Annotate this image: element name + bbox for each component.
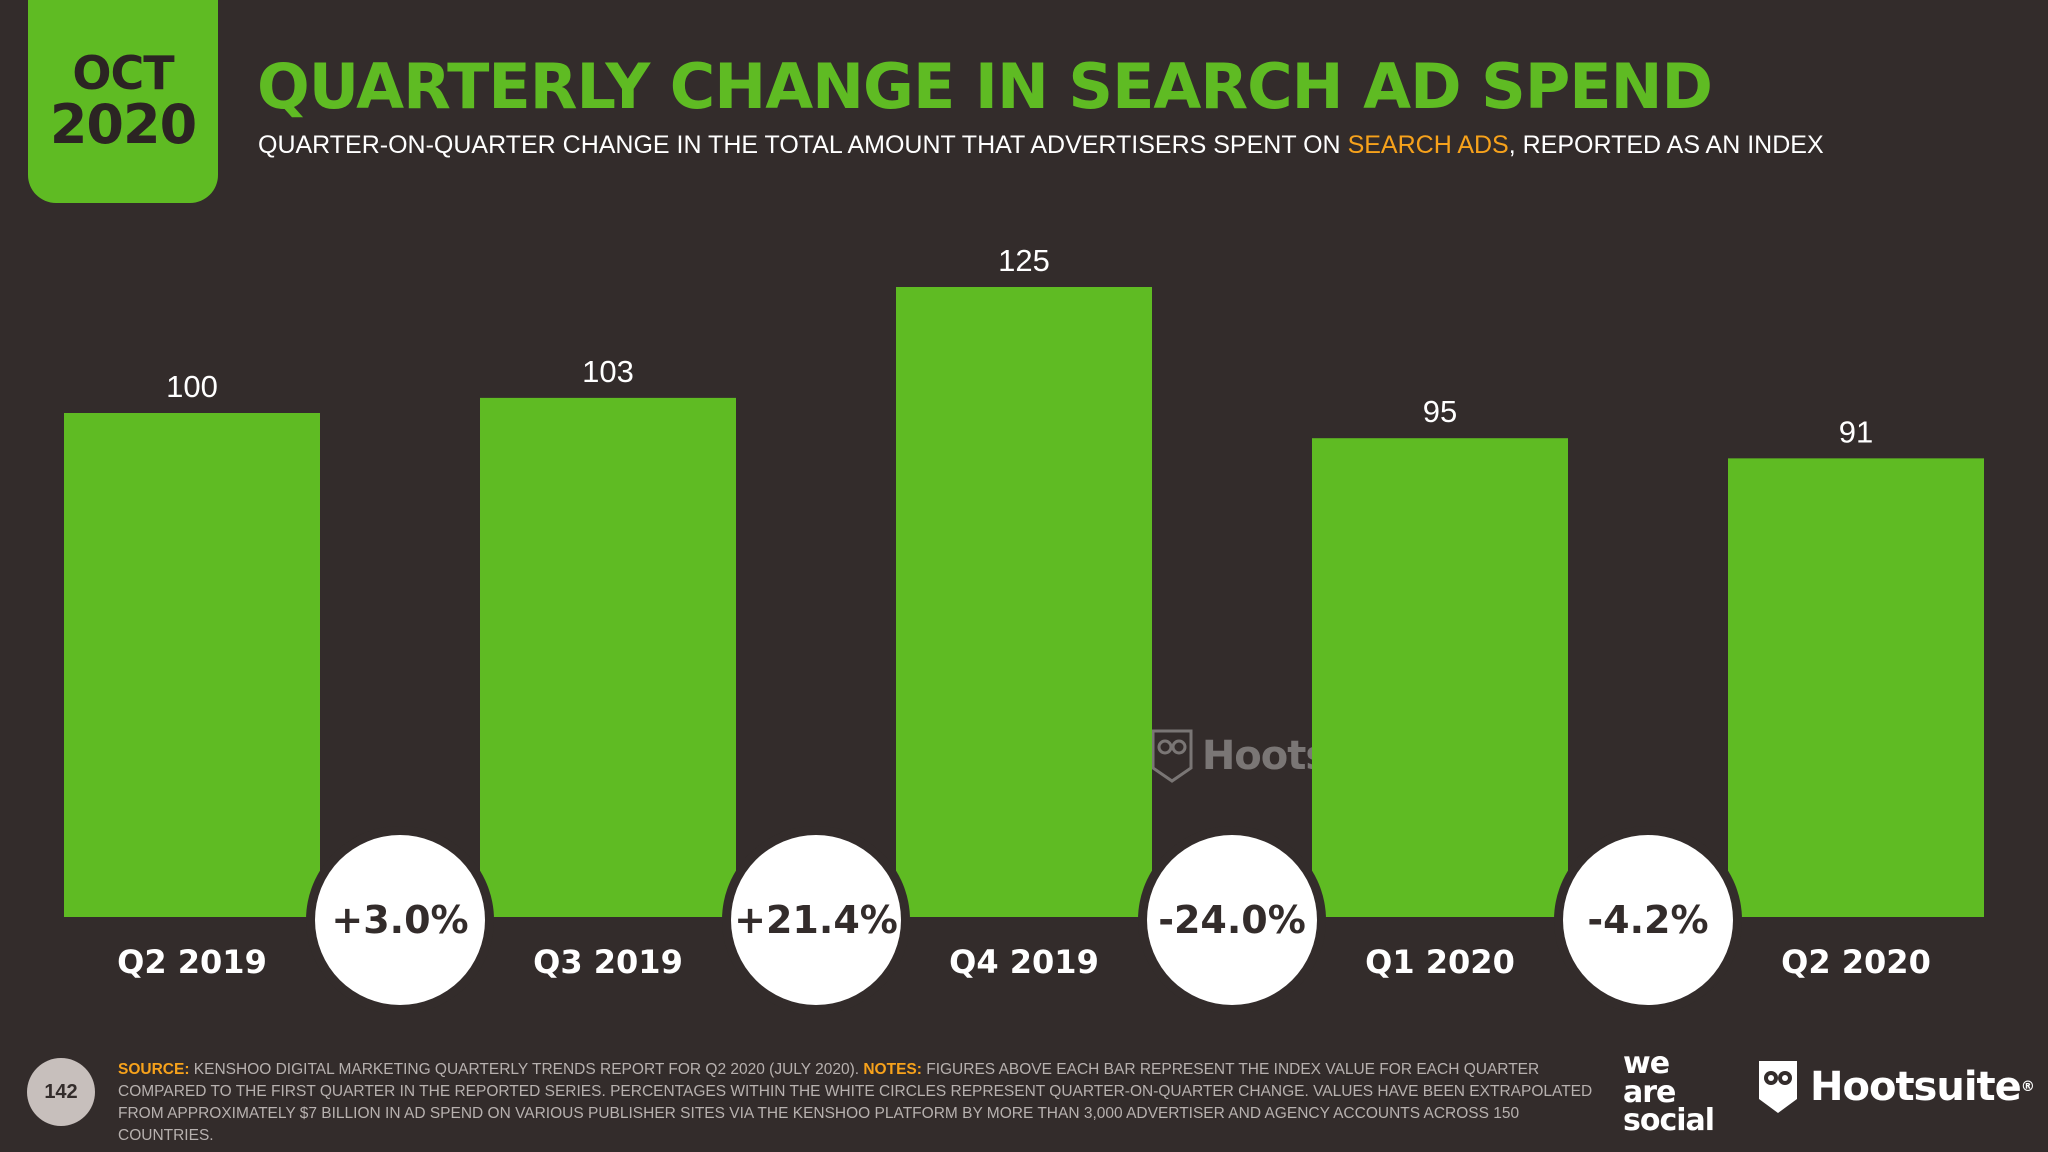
bar-value-label: 125 [998,243,1050,278]
change-label: -4.2% [1587,898,1708,942]
category-label: Q1 2020 [1365,943,1515,981]
change-label: +21.4% [734,898,898,942]
date-badge: OCT 2020 [28,0,218,203]
source-label: SOURCE: [118,1061,190,1078]
owl-icon [1151,729,1193,784]
subtitle-highlight: SEARCH ADS [1347,131,1509,159]
bar-q4-2019 [896,287,1152,917]
date-year: 2020 [49,93,197,157]
subtitle-text-start: QUARTER-ON-QUARTER CHANGE IN THE TOTAL A… [258,131,1348,159]
date-month: OCT [72,46,174,100]
bar-value-label: 91 [1839,414,1873,449]
bar-value-label: 103 [582,354,634,389]
category-label: Q4 2019 [949,943,1099,981]
page-subtitle: QUARTER-ON-QUARTER CHANGE IN THE TOTAL A… [258,131,1824,160]
we-are-social-logo: we are social [1623,1046,1715,1138]
category-label: Q2 2020 [1781,943,1931,981]
notes-label: NOTES: [863,1061,922,1078]
change-circle [315,835,485,1005]
change-circle [731,835,901,1005]
change-circle [1563,835,1733,1005]
footer-notes: SOURCE: KENSHOO DIGITAL MARKETING QUARTE… [118,1059,1593,1147]
change-label: +3.0% [331,898,468,942]
bar-q3-2019 [480,397,736,917]
bar-value-label: 100 [166,369,218,404]
category-label: Q2 2019 [117,943,267,981]
change-circle [1147,835,1317,1005]
source-text: KENSHOO DIGITAL MARKETING QUARTERLY TREN… [189,1061,864,1078]
bar-q1-2020 [1312,438,1568,917]
page-title: QUARTERLY CHANGE IN SEARCH AD SPEND [257,50,1713,123]
owl-icon [1759,1061,1797,1113]
hootsuite-logo: Hootsuite ® [1756,1058,2035,1116]
bar-value-label: 95 [1423,394,1457,429]
change-label: -24.0% [1158,898,1306,942]
bar-q2-2020 [1728,458,1984,917]
page-number: 142 [27,1058,95,1126]
bar-q2-2019 [64,413,320,917]
category-label: Q3 2019 [533,943,683,981]
notes-text: FIGURES ABOVE EACH BAR REPRESENT THE IND… [118,1061,1593,1144]
subtitle-text-end: , REPORTED AS AN INDEX [1508,131,1824,159]
